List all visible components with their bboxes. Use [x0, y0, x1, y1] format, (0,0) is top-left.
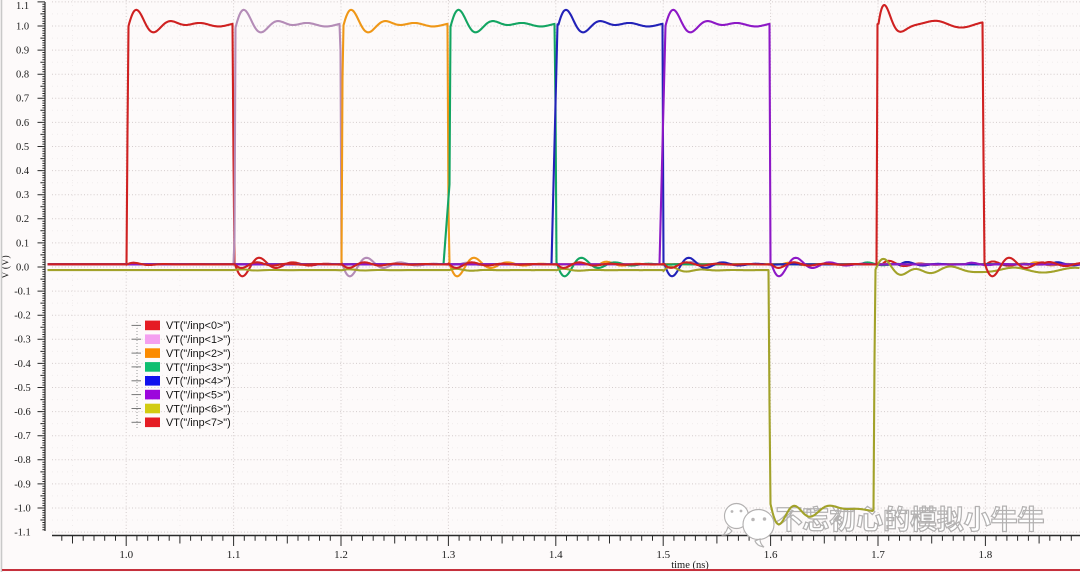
svg-text:-0.4: -0.4 — [14, 359, 31, 370]
svg-text:-0.6: -0.6 — [14, 407, 31, 418]
svg-text:1.3: 1.3 — [442, 549, 456, 561]
svg-text:1.4: 1.4 — [549, 549, 563, 561]
svg-text:0.2: 0.2 — [16, 214, 29, 225]
svg-text:1.2: 1.2 — [334, 549, 348, 561]
svg-text:1.7: 1.7 — [871, 549, 885, 561]
svg-text:-0.3: -0.3 — [14, 335, 31, 346]
svg-text:V (V): V (V) — [1, 255, 12, 278]
svg-text:-0.8: -0.8 — [14, 455, 31, 466]
svg-text:0.7: 0.7 — [16, 94, 29, 105]
svg-text:0.0: 0.0 — [16, 262, 29, 273]
svg-text:VT("/inp<7>"): VT("/inp<7>") — [166, 417, 231, 429]
svg-text:1.1: 1.1 — [16, 1, 29, 12]
svg-text:VT("/inp<2>"): VT("/inp<2>") — [166, 348, 231, 360]
svg-text:-0.9: -0.9 — [14, 479, 31, 490]
svg-text:VT("/inp<6>"): VT("/inp<6>") — [166, 403, 231, 415]
svg-text:-0.7: -0.7 — [14, 431, 31, 442]
svg-text:0.5: 0.5 — [16, 142, 29, 153]
svg-text:1.5: 1.5 — [656, 549, 670, 561]
svg-text:-0.1: -0.1 — [14, 287, 31, 298]
svg-text:0.6: 0.6 — [16, 118, 29, 129]
svg-text:VT("/inp<4>"): VT("/inp<4>") — [166, 376, 231, 388]
svg-text:-1.1: -1.1 — [14, 528, 31, 539]
svg-text:VT("/inp<1>"): VT("/inp<1>") — [166, 334, 231, 346]
svg-text:VT("/inp<5>"): VT("/inp<5>") — [166, 389, 231, 401]
svg-text:-0.2: -0.2 — [14, 311, 31, 322]
svg-text:-1.0: -1.0 — [14, 503, 31, 514]
svg-text:VT("/inp<0>"): VT("/inp<0>") — [166, 320, 231, 332]
svg-text:0.9: 0.9 — [16, 46, 29, 57]
svg-text:time (ns): time (ns) — [671, 560, 709, 571]
svg-text:VT("/inp<3>"): VT("/inp<3>") — [166, 362, 231, 374]
svg-text:1.1: 1.1 — [227, 549, 241, 561]
svg-text:1.8: 1.8 — [979, 549, 993, 561]
svg-text:0.3: 0.3 — [16, 190, 29, 201]
svg-text:1.0: 1.0 — [16, 21, 29, 32]
svg-text:1.0: 1.0 — [119, 549, 133, 561]
svg-text:-0.5: -0.5 — [14, 383, 31, 394]
svg-text:0.1: 0.1 — [16, 238, 29, 249]
svg-text:1.6: 1.6 — [764, 549, 778, 561]
svg-text:0.4: 0.4 — [16, 166, 30, 177]
svg-text:0.8: 0.8 — [16, 70, 29, 81]
